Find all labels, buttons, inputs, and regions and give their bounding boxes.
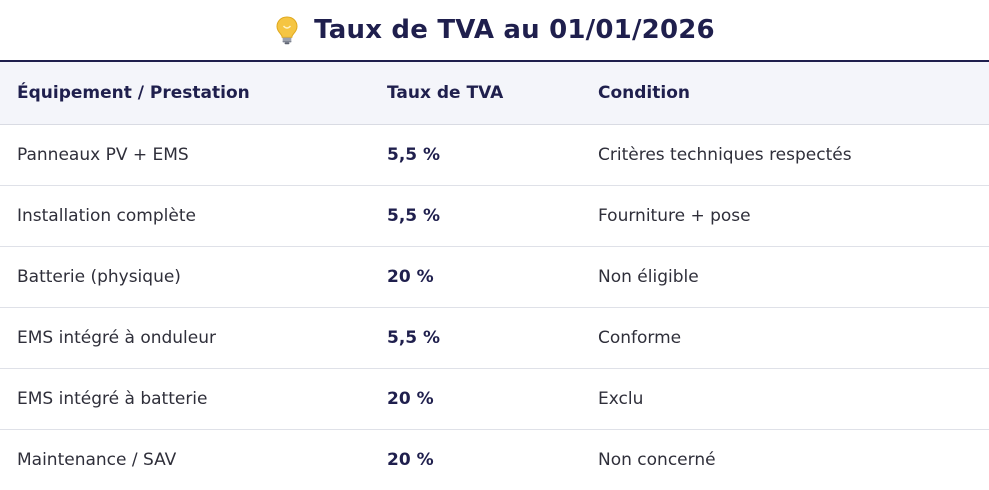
column-header-vat-rate: Taux de TVA bbox=[387, 82, 504, 103]
column-header-condition: Condition bbox=[598, 82, 690, 103]
table-row: EMS intégré à batterie 20 % Exclu bbox=[0, 368, 989, 429]
cell-condition: Non concerné bbox=[598, 449, 716, 470]
cell-condition: Conforme bbox=[598, 327, 682, 348]
table-row: Maintenance / SAV 20 % Non concerné bbox=[0, 429, 989, 490]
cell-equipment: Panneaux PV + EMS bbox=[17, 144, 189, 165]
lightbulb-icon bbox=[274, 15, 300, 45]
cell-vat-rate: 20 % bbox=[387, 388, 434, 409]
cell-equipment: Installation complète bbox=[17, 205, 196, 226]
page-title: Taux de TVA au 01/01/2026 bbox=[314, 15, 715, 45]
title-bar: Taux de TVA au 01/01/2026 bbox=[0, 0, 989, 62]
column-header-equipment: Équipement / Prestation bbox=[17, 82, 250, 103]
cell-condition: Fourniture + pose bbox=[598, 205, 751, 226]
table-header-row: Équipement / Prestation Taux de TVA Cond… bbox=[0, 62, 989, 124]
table-row: Installation complète 5,5 % Fourniture +… bbox=[0, 185, 989, 246]
cell-vat-rate: 5,5 % bbox=[387, 144, 441, 165]
cell-condition: Exclu bbox=[598, 388, 644, 409]
cell-condition: Critères techniques respectés bbox=[598, 144, 852, 165]
cell-equipment: EMS intégré à batterie bbox=[17, 388, 208, 409]
table-row: Panneaux PV + EMS 5,5 % Critères techniq… bbox=[0, 124, 989, 185]
cell-vat-rate: 20 % bbox=[387, 266, 434, 287]
cell-equipment: Batterie (physique) bbox=[17, 266, 181, 287]
cell-vat-rate: 20 % bbox=[387, 449, 434, 470]
cell-equipment: EMS intégré à onduleur bbox=[17, 327, 217, 348]
cell-vat-rate: 5,5 % bbox=[387, 205, 441, 226]
cell-equipment: Maintenance / SAV bbox=[17, 449, 177, 470]
cell-condition: Non éligible bbox=[598, 266, 699, 287]
cell-vat-rate: 5,5 % bbox=[387, 327, 441, 348]
table-row: EMS intégré à onduleur 5,5 % Conforme bbox=[0, 307, 989, 368]
table-row: Batterie (physique) 20 % Non éligible bbox=[0, 246, 989, 307]
vat-rates-table: Équipement / Prestation Taux de TVA Cond… bbox=[0, 62, 989, 490]
